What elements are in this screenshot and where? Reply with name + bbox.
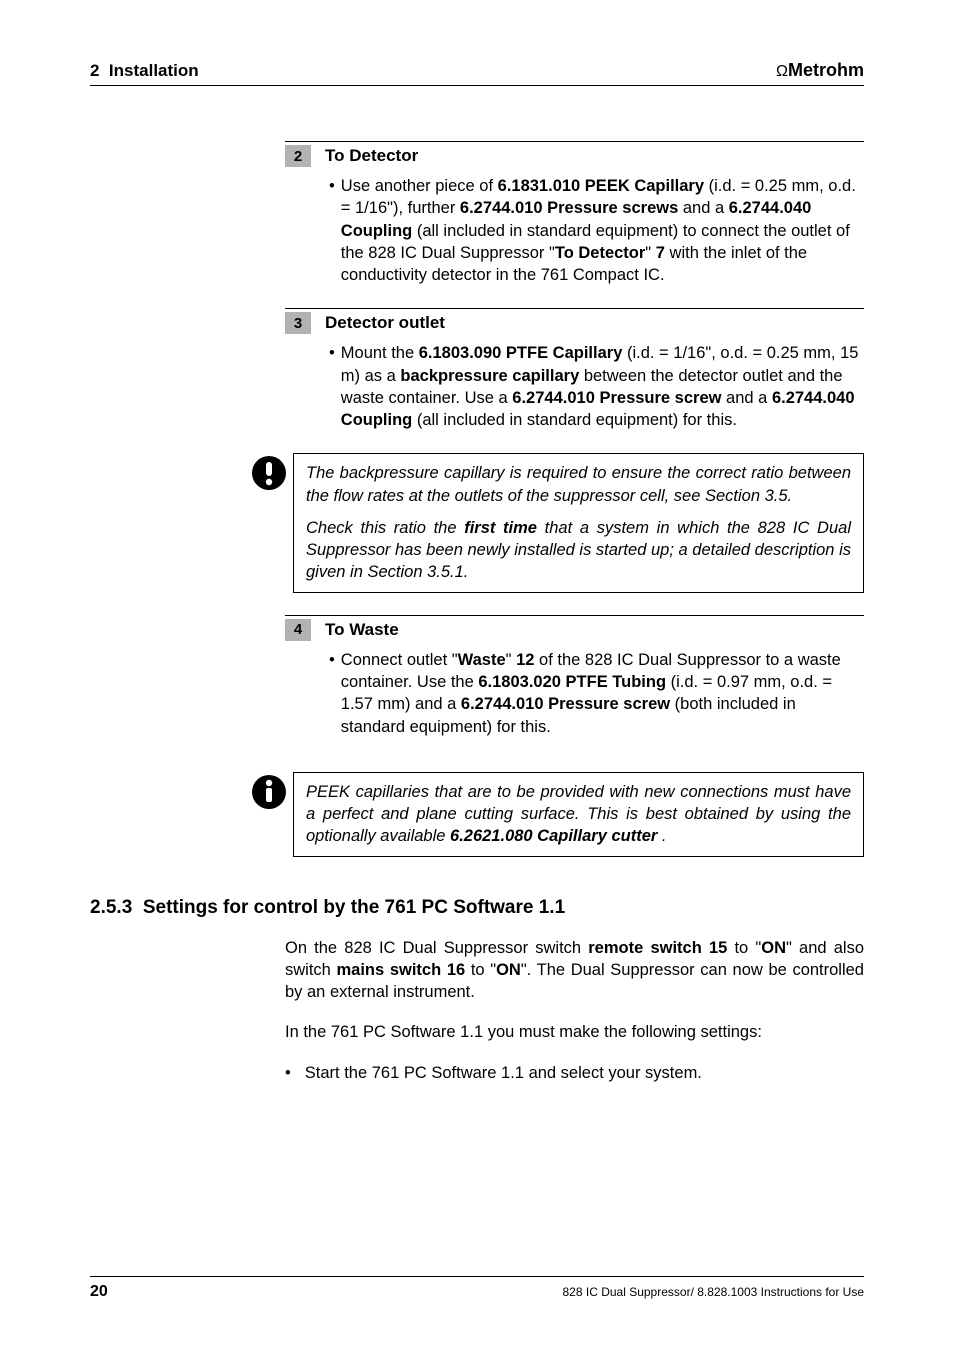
header-brand: ΩMetrohm bbox=[776, 60, 864, 81]
step-4-num: 4 bbox=[285, 619, 311, 641]
header-section-num: 2 bbox=[90, 61, 99, 80]
page-header: 2 Installation ΩMetrohm bbox=[90, 60, 864, 86]
warning-note-row: The backpressure capillary is required t… bbox=[245, 453, 864, 592]
step-2-bullet: • Use another piece of 6.1831.010 PEEK C… bbox=[329, 175, 864, 286]
page-footer: 20 828 IC Dual Suppressor/ 8.828.1003 In… bbox=[90, 1276, 864, 1301]
section-253-title: Settings for control by the 761 PC Softw… bbox=[143, 897, 565, 918]
warning-icon bbox=[251, 455, 287, 491]
header-section-title: Installation bbox=[109, 61, 199, 80]
warning-p2: Check this ratio the first time that a s… bbox=[306, 517, 851, 584]
header-section: 2 Installation bbox=[90, 61, 199, 81]
section-253-bullet-text: Start the 761 PC Software 1.1 and select… bbox=[305, 1062, 702, 1084]
section-253-bullet: • Start the 761 PC Software 1.1 and sele… bbox=[285, 1062, 864, 1084]
bullet-dot-icon: • bbox=[329, 342, 335, 431]
section-253-num: 2.5.3 bbox=[90, 897, 132, 918]
step-4-heading: 4 To Waste bbox=[285, 615, 864, 641]
step-3-text: Mount the 6.1803.090 PTFE Capillary (i.d… bbox=[341, 342, 864, 431]
brand-text: Metrohm bbox=[788, 60, 864, 80]
info-icon bbox=[251, 774, 287, 810]
section-253-heading: 2.5.3 Settings for control by the 761 PC… bbox=[90, 897, 864, 919]
step-2-title: To Detector bbox=[325, 146, 418, 166]
step-4-title: To Waste bbox=[325, 620, 399, 640]
footer-doc-title: 828 IC Dual Suppressor/ 8.828.1003 Instr… bbox=[563, 1285, 865, 1299]
footer-page-num: 20 bbox=[90, 1283, 108, 1301]
brand-omega-icon: Ω bbox=[776, 63, 788, 80]
info-p1: PEEK capillaries that are to be provided… bbox=[306, 781, 851, 848]
step-3-heading: 3 Detector outlet bbox=[285, 308, 864, 334]
step-3-title: Detector outlet bbox=[325, 313, 445, 333]
step-4-bullet: • Connect outlet "Waste" 12 of the 828 I… bbox=[329, 649, 864, 738]
info-note-box: PEEK capillaries that are to be provided… bbox=[293, 772, 864, 857]
step-2-text: Use another piece of 6.1831.010 PEEK Cap… bbox=[341, 175, 864, 286]
bullet-dot-icon: • bbox=[329, 649, 335, 738]
warning-note-box: The backpressure capillary is required t… bbox=[293, 453, 864, 592]
section-253-para2: In the 761 PC Software 1.1 you must make… bbox=[285, 1021, 864, 1043]
bullet-dot-icon: • bbox=[285, 1062, 291, 1084]
step-3-num: 3 bbox=[285, 312, 311, 334]
step-4-text: Connect outlet "Waste" 12 of the 828 IC … bbox=[341, 649, 864, 738]
warning-p1: The backpressure capillary is required t… bbox=[306, 462, 851, 507]
step-2-heading: 2 To Detector bbox=[285, 141, 864, 167]
info-note-row: PEEK capillaries that are to be provided… bbox=[245, 772, 864, 857]
step-3-bullet: • Mount the 6.1803.090 PTFE Capillary (i… bbox=[329, 342, 864, 431]
bullet-dot-icon: • bbox=[329, 175, 335, 286]
section-253-para1: On the 828 IC Dual Suppressor switch rem… bbox=[285, 937, 864, 1004]
step-2-num: 2 bbox=[285, 145, 311, 167]
